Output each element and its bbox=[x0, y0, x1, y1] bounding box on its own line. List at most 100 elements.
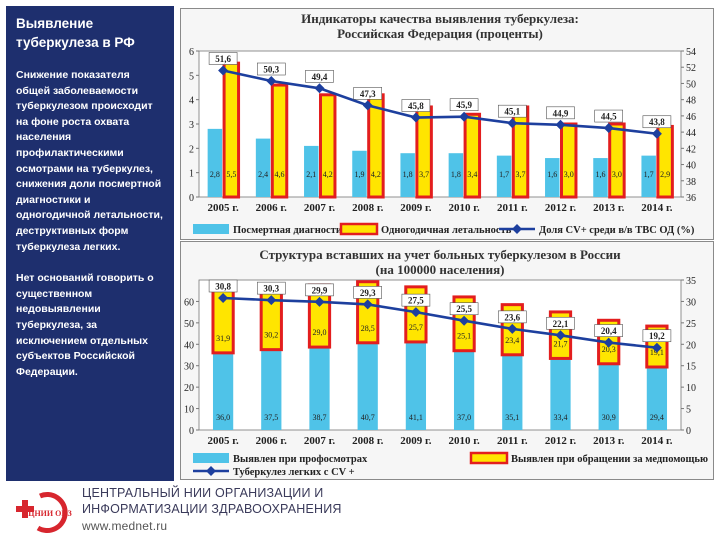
logo-text: ЦНИИ ОИЗ bbox=[28, 509, 72, 518]
data-label: 30,2 bbox=[264, 331, 278, 340]
line-marker-c1 bbox=[266, 295, 277, 306]
x-tick-label: 2013 г. bbox=[593, 435, 625, 447]
x-tick-label: 2009 г. bbox=[400, 202, 432, 214]
line-marker-c1 bbox=[651, 342, 662, 353]
bar-c0-s1 bbox=[608, 122, 626, 199]
data-label: 3,0 bbox=[612, 170, 622, 179]
y-right-tick-label: 5 bbox=[686, 405, 691, 416]
y-right-tick-label: 36 bbox=[686, 193, 696, 204]
y-left-tick-label: 5 bbox=[189, 71, 194, 82]
logo-ring-icon bbox=[36, 492, 68, 533]
line-value-label: 51,6 bbox=[215, 54, 231, 64]
legend-swatch-marker bbox=[512, 224, 522, 234]
data-label: 21,7 bbox=[554, 339, 568, 348]
website-link[interactable]: www.mednet.ru bbox=[82, 519, 168, 533]
y-right-tick-label: 42 bbox=[686, 144, 696, 155]
data-label: 4,6 bbox=[275, 170, 285, 179]
x-tick-label: 2014 г. bbox=[641, 202, 673, 214]
data-label: 33,4 bbox=[554, 413, 568, 422]
y-right-tick-label: 15 bbox=[686, 362, 696, 373]
y-right-tick-label: 50 bbox=[686, 79, 696, 90]
line-value-label: 25,5 bbox=[456, 304, 472, 314]
bar-c0-s1 bbox=[511, 105, 530, 199]
y-left-tick-label: 30 bbox=[184, 362, 194, 373]
line-marker-c1 bbox=[314, 296, 325, 307]
data-label: 1,7 bbox=[644, 170, 654, 179]
data-label: 3,7 bbox=[516, 170, 526, 179]
line-value-box bbox=[642, 329, 672, 343]
chart-title: (на 100000 населения) bbox=[376, 262, 505, 277]
legend-label: Выявлен при обращении за медпомощью bbox=[511, 454, 708, 465]
x-tick-label: 2014 г. bbox=[641, 435, 673, 447]
line-value-box bbox=[353, 87, 382, 100]
y-left-tick-label: 6 bbox=[189, 47, 194, 58]
y-right-tick-label: 54 bbox=[686, 47, 696, 58]
line-value-label: 30,8 bbox=[215, 282, 231, 292]
data-label: 2,1 bbox=[306, 170, 316, 179]
line-marker-c1 bbox=[603, 337, 614, 348]
x-tick-label: 2005 г. bbox=[207, 202, 239, 214]
line-value-box bbox=[401, 99, 431, 112]
line-marker-c1 bbox=[410, 307, 421, 318]
line-value-label: 23,6 bbox=[504, 312, 520, 322]
data-label: 1,7 bbox=[499, 170, 509, 179]
data-label: 5,5 bbox=[226, 170, 236, 179]
chart-title: Структура вставших на учет больных тубер… bbox=[259, 247, 621, 262]
bar-c0-s1 bbox=[560, 122, 578, 199]
line-value-label: 45,8 bbox=[408, 101, 424, 111]
logo-cross-icon bbox=[16, 500, 34, 518]
line-series-c0 bbox=[222, 69, 658, 136]
y-right-tick-label: 44 bbox=[686, 128, 696, 139]
bar-c0-s1 bbox=[367, 93, 385, 199]
bar-c0-s1 bbox=[463, 112, 482, 199]
chart-quality-indicators: Индикаторы качества выявления туберкулез… bbox=[180, 8, 714, 240]
bar-c0-s0 bbox=[593, 158, 608, 197]
x-tick-label: 2012 г. bbox=[545, 435, 577, 447]
line-marker-c0 bbox=[410, 112, 421, 123]
bar-c1-s0 bbox=[405, 341, 427, 430]
line-marker-c0 bbox=[651, 128, 662, 139]
line-value-box bbox=[257, 281, 286, 295]
legend-label: Выявлен при профосмотрах bbox=[233, 454, 368, 465]
line-marker-c1 bbox=[459, 315, 470, 326]
y-left-tick-label: 2 bbox=[189, 144, 194, 155]
x-tick-label: 2009 г. bbox=[400, 435, 432, 447]
line-value-label: 43,8 bbox=[649, 117, 665, 127]
bar-c0-s0 bbox=[641, 155, 656, 197]
x-tick-label: 2005 г. bbox=[207, 435, 239, 447]
x-tick-label: 2011 г. bbox=[497, 435, 528, 447]
y-left-tick-label: 0 bbox=[189, 193, 194, 204]
bar-c0-s0 bbox=[496, 155, 512, 197]
bar-c0-s1 bbox=[270, 83, 289, 199]
y-right-tick-label: 25 bbox=[686, 319, 696, 330]
line-value-label: 50,3 bbox=[263, 65, 279, 75]
y-right-tick-label: 48 bbox=[686, 96, 696, 107]
line-marker-c0 bbox=[218, 65, 229, 76]
line-value-box bbox=[208, 52, 238, 65]
data-label: 31,9 bbox=[216, 334, 230, 343]
legend-swatch-marker bbox=[206, 466, 216, 476]
x-tick-label: 2010 г. bbox=[448, 435, 480, 447]
data-label: 1,8 bbox=[451, 170, 461, 179]
y-right-tick-label: 35 bbox=[686, 276, 696, 287]
bar-c1-s0 bbox=[550, 358, 571, 430]
line-value-box bbox=[449, 302, 479, 316]
bar-c1-s0 bbox=[309, 347, 330, 430]
data-label: 20,3 bbox=[602, 345, 616, 354]
data-label: 2,9 bbox=[660, 170, 670, 179]
bar-c0-s0 bbox=[352, 150, 367, 197]
sidebar-paragraph-2: Нет оснований говорить о существенном не… bbox=[16, 272, 154, 378]
line-marker-c0 bbox=[362, 100, 373, 111]
y-right-tick-label: 52 bbox=[686, 63, 696, 74]
y-left-tick-label: 40 bbox=[184, 340, 194, 351]
data-label: 38,7 bbox=[313, 413, 327, 422]
chart-registered-structure: Структура вставших на учет больных тубер… bbox=[180, 241, 714, 480]
data-label: 29,4 bbox=[650, 413, 664, 422]
sidebar-paragraph-1: Снижение показателя общей заболеваемости… bbox=[16, 69, 163, 253]
legend-swatch bbox=[193, 224, 229, 234]
data-label: 37,0 bbox=[457, 413, 471, 422]
x-tick-label: 2012 г. bbox=[545, 202, 577, 214]
data-label: 23,4 bbox=[505, 336, 519, 345]
x-tick-label: 2011 г. bbox=[497, 202, 528, 214]
line-value-label: 44,9 bbox=[553, 108, 569, 118]
